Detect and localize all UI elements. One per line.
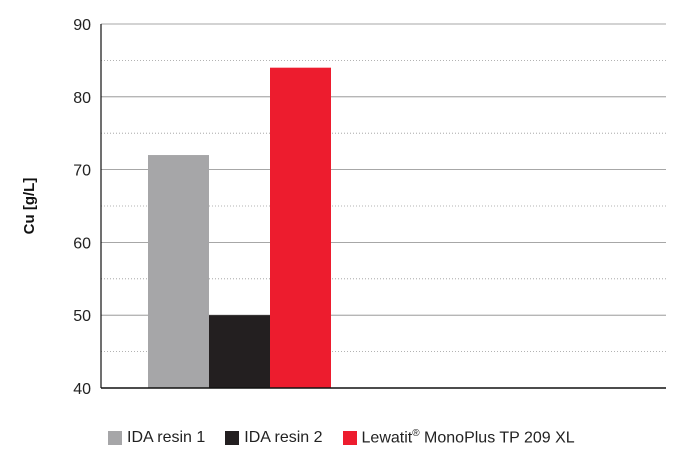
legend-label-lewatit-sup: ® bbox=[412, 428, 420, 440]
legend-label-lewatit-main: Lewatit bbox=[361, 429, 413, 447]
bars bbox=[148, 67, 331, 389]
legend-label-lewatit: Lewatit® MonoPlus TP 209 XL bbox=[362, 428, 575, 447]
legend-swatch-ida-resin-2 bbox=[225, 431, 240, 445]
bar-chart: 40 50 60 70 80 90 Cu [g/L] bbox=[21, 17, 666, 398]
legend-item-ida-resin-1: IDA resin 1 bbox=[108, 429, 205, 447]
legend-label-ida-resin-1: IDA resin 1 bbox=[127, 429, 206, 446]
y-tick-label: 70 bbox=[73, 163, 91, 180]
y-axis-ticks: 40 50 60 70 80 90 bbox=[73, 17, 91, 398]
legend-swatch-lewatit bbox=[342, 430, 357, 445]
y-tick-label: 80 bbox=[73, 90, 91, 107]
y-tick-label: 40 bbox=[73, 381, 91, 398]
bar-ida-resin-2 bbox=[209, 315, 270, 388]
y-tick-label: 90 bbox=[73, 17, 91, 34]
legend-label-ida-resin-2: IDA resin 2 bbox=[244, 429, 323, 446]
y-axis-label: Cu [g/L] bbox=[21, 178, 38, 235]
legend-swatch-ida-resin-1 bbox=[108, 431, 122, 445]
bar-ida-resin-1 bbox=[148, 155, 209, 388]
y-tick-label: 60 bbox=[73, 235, 91, 252]
y-tick-label: 50 bbox=[73, 308, 91, 325]
legend: IDA resin 1 IDA resin 2 Lewatit® MonoPlu… bbox=[108, 428, 575, 448]
legend-item-lewatit: Lewatit® MonoPlus TP 209 XL bbox=[342, 428, 575, 447]
legend-label-lewatit-rest: MonoPlus TP 209 XL bbox=[419, 429, 575, 447]
legend-item-ida-resin-2: IDA resin 2 bbox=[225, 429, 323, 447]
bar-lewatit-monoplus-tp-209-xl bbox=[270, 67, 331, 389]
